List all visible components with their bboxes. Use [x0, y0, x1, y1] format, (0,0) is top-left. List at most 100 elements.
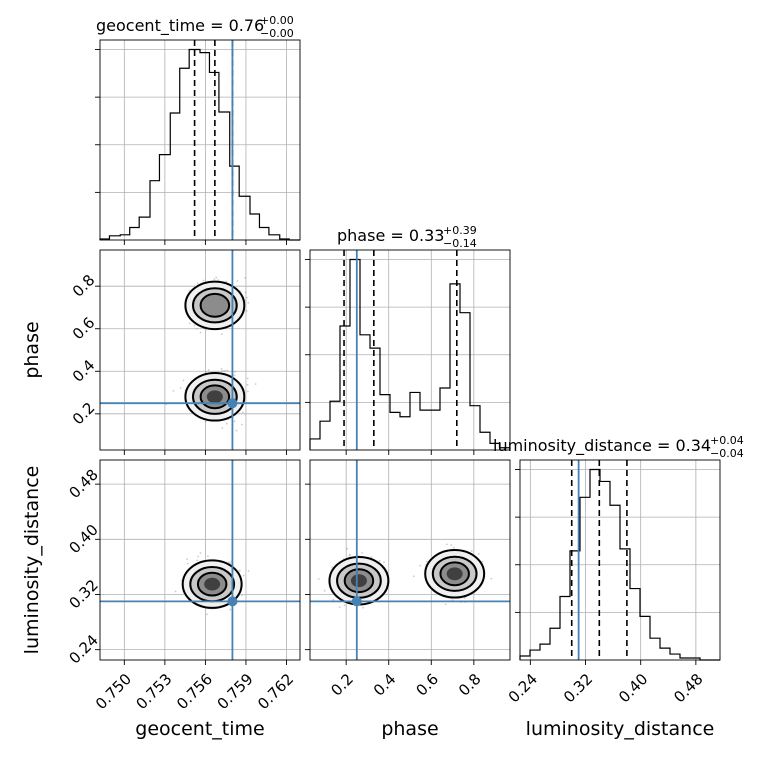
scatter-point — [172, 390, 175, 392]
panel-geocent-time-histogram — [95, 39, 301, 245]
gridlines — [345, 250, 475, 450]
scatter-point — [450, 544, 453, 546]
y-tick-label: 0.32 — [65, 576, 101, 612]
y-tick-label: 0.48 — [65, 466, 101, 502]
x-tick-label: 0.8 — [455, 670, 485, 700]
x-tick-label: 0.4 — [370, 670, 400, 700]
title-phase-plus: +0.39 — [443, 224, 477, 237]
scatter-point — [206, 613, 208, 616]
x-tick-label: 0.759 — [214, 670, 257, 713]
y-tick-label: 0.6 — [69, 314, 99, 344]
ylabel-phase: phase — [21, 321, 43, 378]
scatter-point — [220, 368, 223, 370]
title-geocent-time: geocent_time = 0.76 — [96, 16, 264, 36]
scatter-point — [207, 369, 210, 371]
density-band — [204, 577, 221, 591]
title-luminosity-distance: luminosity_distance = 0.34 — [493, 436, 711, 456]
density-contour — [199, 292, 231, 318]
scatter-point — [238, 569, 241, 572]
truth-point — [351, 596, 362, 607]
scatter-point — [202, 279, 205, 282]
histogram-step — [309, 258, 511, 450]
scatter-point — [226, 369, 229, 372]
y-tick-label: 0.4 — [69, 356, 99, 386]
scatter-point — [362, 606, 364, 609]
title-geocent-time-minus: −0.00 — [260, 27, 294, 40]
scatter-point — [425, 560, 428, 563]
x-tick-label: 0.753 — [133, 670, 176, 713]
xlabel-phase: phase — [381, 718, 438, 740]
scatter-point — [470, 550, 473, 552]
scatter-point — [244, 291, 247, 294]
scatter-point — [245, 309, 248, 312]
density-band — [350, 574, 367, 588]
scatter-point — [419, 564, 422, 567]
scatter-point — [444, 603, 447, 606]
xlabel-geocent-time: geocent_time — [135, 718, 264, 740]
scatter-point — [215, 276, 218, 279]
panel-frame — [519, 459, 721, 661]
scatter-point — [186, 558, 189, 560]
scatter-point — [323, 589, 326, 592]
histogram-step — [519, 468, 720, 661]
scatter-point — [246, 377, 249, 380]
scatter-point — [229, 608, 232, 611]
scatter-point — [223, 370, 225, 372]
x-tick-label: 0.48 — [670, 670, 706, 706]
ylabel-luminosity-distance: luminosity_distance — [21, 466, 43, 655]
density-band — [199, 293, 230, 318]
gridlines — [100, 250, 300, 450]
scatter-point — [228, 561, 230, 564]
scatter-point — [445, 543, 448, 546]
x-tick-label: 0.2 — [327, 670, 357, 700]
density-contour — [343, 568, 375, 594]
scatter-point — [241, 594, 243, 597]
x-tick-label: 0.40 — [615, 670, 651, 706]
panel-phase-histogram — [305, 249, 511, 455]
scatter-point — [477, 553, 480, 555]
scatter-point — [346, 547, 349, 550]
title-geocent-time-plus: +0.00 — [260, 14, 294, 27]
panel-luminosity-distance-vs-phase: 0.2 0.4 0.6 0.8 — [305, 459, 511, 700]
scatter-point — [187, 562, 189, 565]
scatter-point — [246, 296, 248, 299]
scatter-point — [246, 383, 249, 386]
scatter-point — [317, 578, 320, 580]
scatter-point — [242, 574, 245, 577]
truth-point — [227, 398, 238, 409]
density-contour — [196, 571, 228, 597]
title-luminosity-distance-minus: −0.04 — [710, 447, 744, 460]
scatter-point — [225, 422, 228, 425]
scatter-point — [343, 604, 346, 607]
scatter-point — [233, 420, 236, 423]
density-band — [206, 390, 223, 404]
density-contour — [199, 384, 231, 410]
gridlines — [100, 460, 300, 660]
density-contour — [424, 549, 486, 599]
scatter-point — [244, 277, 247, 279]
scatter-point — [240, 423, 243, 426]
x-tick-label: 0.762 — [254, 670, 297, 713]
density-contour — [439, 561, 470, 587]
scatter-point — [193, 324, 196, 327]
scatter-point — [452, 546, 455, 549]
scatter-point — [207, 555, 209, 558]
scatter-point — [370, 556, 373, 558]
title-phase: phase = 0.33 — [337, 226, 444, 245]
density-contour — [181, 559, 243, 609]
scatter-point — [247, 301, 250, 304]
scatter-point — [463, 597, 466, 600]
x-tick-label: 0.32 — [560, 670, 596, 706]
gridlines — [529, 460, 697, 660]
scatter-point — [174, 590, 177, 593]
density-band — [446, 567, 463, 581]
scatter-point — [182, 379, 185, 382]
scatter-point — [196, 559, 199, 562]
scatter-point — [199, 331, 202, 334]
panel-frame — [309, 249, 511, 451]
x-tick-label: 0.6 — [412, 670, 442, 700]
scatter-point — [213, 278, 216, 280]
scatter-point — [254, 383, 257, 385]
panel-luminosity-distance-histogram: 0.24 0.32 0.40 0.48 — [505, 459, 721, 706]
x-tick-label: 0.750 — [92, 670, 135, 713]
